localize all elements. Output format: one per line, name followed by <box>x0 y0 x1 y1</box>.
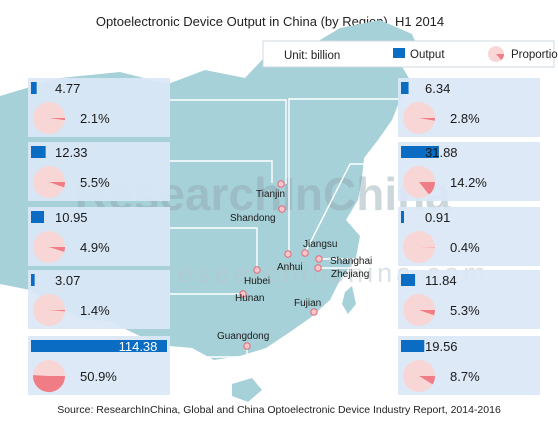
legend-box: Unit: billion Output Proportion <box>262 40 558 68</box>
pie-slice-zhejiang <box>419 310 435 316</box>
panel-zhejiang: 11.84 5.3% <box>398 270 540 329</box>
proportion-value-guangdong: 50.9% <box>80 369 117 384</box>
city-label-zhejiang: Zhejiang <box>331 269 369 280</box>
pie-slice-fujian <box>419 376 435 385</box>
city-label-guangdong: Guangdong <box>217 331 269 342</box>
pie-slice-anhui <box>419 118 435 121</box>
unit-label: Unit: billion <box>284 50 340 62</box>
panel-shanghai: 0.910.4% <box>398 207 540 266</box>
panel-anhui: 6.342.8% <box>398 78 540 137</box>
proportion-value-anhui: 2.8% <box>450 111 480 126</box>
city-marker-guangdong <box>243 342 251 350</box>
source-note: Source: ResearchInChina, Global and Chin… <box>57 404 501 416</box>
pie-slice-jiangsu <box>419 182 435 195</box>
output-bar-fujian <box>401 340 425 352</box>
output-bar-shandong <box>31 146 46 158</box>
city-label-tianjin: Tianjin <box>256 189 285 200</box>
connector-anhui <box>288 98 398 254</box>
connector-hubei <box>170 227 258 270</box>
city-label-hubei: Hubei <box>244 276 270 287</box>
city-label-jiangsu: Jiangsu <box>303 239 337 250</box>
connector-tianjin <box>170 99 287 184</box>
output-bar-guangdong <box>31 340 167 352</box>
city-marker-jiangsu <box>301 249 309 257</box>
output-value-tianjin: 4.77 <box>55 81 80 96</box>
city-label-shandong: Shandong <box>230 213 276 224</box>
output-bar-shanghai <box>401 211 404 223</box>
output-value-zhejiang: 11.84 <box>425 273 457 288</box>
pie-slice-hubei <box>49 247 66 252</box>
proportion-value-zhejiang: 5.3% <box>450 303 480 318</box>
city-marker-hunan <box>239 290 247 298</box>
pie-slice-shandong <box>49 182 65 188</box>
output-value-hubei: 10.95 <box>55 210 88 225</box>
output-value-fujian: 19.56 <box>425 339 458 354</box>
output-value-shanghai: 0.91 <box>425 210 450 225</box>
panel-tianjin: 4.772.1% <box>28 78 170 137</box>
connector-zhejiang <box>318 267 398 297</box>
output-bar-hubei <box>31 211 45 223</box>
city-marker-tianjin <box>277 180 285 188</box>
proportion-value-hunan: 1.4% <box>80 303 110 318</box>
proportion-value-fujian: 8.7% <box>450 369 480 384</box>
city-marker-shanghai <box>315 255 323 263</box>
panel-jiangsu: 31.88 14.2% <box>398 142 540 201</box>
city-marker-hubei <box>253 266 261 274</box>
panel-fujian: 19.56 8.7% <box>398 336 540 395</box>
output-bar-jiangsu <box>401 146 439 158</box>
output-bar-zhejiang <box>401 274 416 286</box>
city-markers: Tianjin Shandong Hubei Hunan Guangdong Anhui J… <box>217 180 372 350</box>
pie-slice-tianjin <box>49 118 65 121</box>
output-value-guangdong: 114.38 <box>119 339 158 354</box>
panel-hunan: 3.071.4% <box>28 270 170 329</box>
city-marker-fujian <box>310 308 318 316</box>
region-panels: 4.772.1% 12.33 5.5% 10.95 4.9% 3.071.4% 114.38… <box>28 78 540 395</box>
pie-slice-hunan <box>49 310 66 312</box>
output-value-hunan: 3.07 <box>55 273 80 288</box>
connector-shanghai <box>319 233 398 260</box>
proportion-value-shanghai: 0.4% <box>450 240 480 255</box>
panel-shandong: 12.33 5.5% <box>28 142 170 201</box>
connector-fujian <box>313 312 398 363</box>
proportion-value-shandong: 5.5% <box>80 175 110 190</box>
legend-proportion-swatch <box>488 46 504 62</box>
panel-hubei: 10.95 4.9% <box>28 207 170 266</box>
city-label-anhui: Anhui <box>277 262 303 273</box>
proportion-value-hubei: 4.9% <box>80 240 110 255</box>
output-value-shandong: 12.33 <box>55 145 88 160</box>
city-label-hunan: Hunan <box>235 293 264 304</box>
proportion-value-jiangsu: 14.2% <box>450 175 487 190</box>
taiwan-island <box>342 286 356 314</box>
proportion-value-tianjin: 2.1% <box>80 111 110 126</box>
city-marker-shandong <box>278 205 286 213</box>
connector-jiangsu <box>304 163 398 254</box>
city-label-shanghai: Shanghai <box>330 256 372 267</box>
legend-output-label: Output <box>410 49 445 61</box>
connector-shandong <box>170 160 273 183</box>
output-bar-anhui <box>401 82 409 94</box>
output-value-jiangsu: 31.88 <box>425 145 458 160</box>
legend-output-swatch <box>393 48 405 58</box>
output-bar-hunan <box>31 274 35 286</box>
city-marker-zhejiang <box>314 264 322 272</box>
output-value-anhui: 6.34 <box>425 81 450 96</box>
legend-proportion-label: Proportion <box>511 49 558 61</box>
pie-slice-guangdong <box>33 375 66 393</box>
city-label-fujian: Fujian <box>294 298 321 309</box>
output-bar-tianjin <box>31 82 37 94</box>
hainan-island <box>232 378 262 402</box>
city-marker-anhui <box>284 250 292 258</box>
